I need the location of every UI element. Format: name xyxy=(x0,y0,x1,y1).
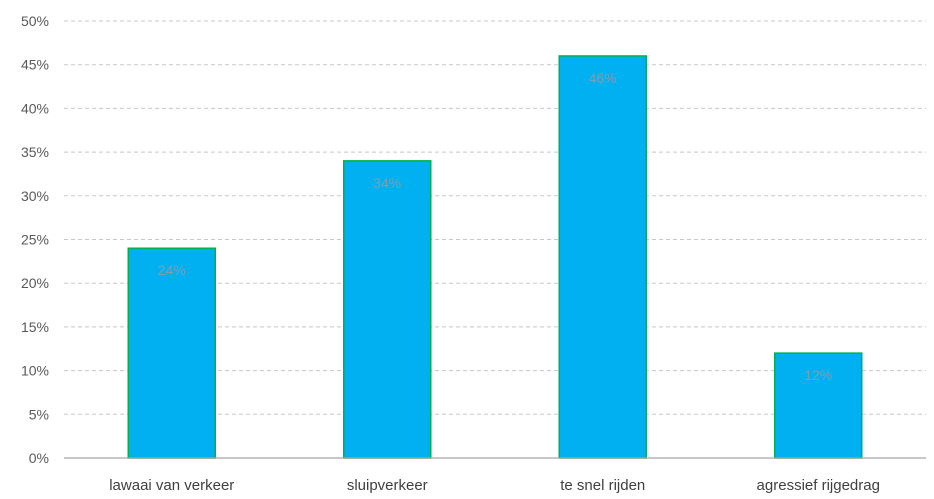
y-tick-label: 5% xyxy=(29,406,49,422)
x-category-label: te snel rijden xyxy=(560,477,645,494)
data-label: 46% xyxy=(589,70,617,86)
bar xyxy=(343,160,432,459)
y-tick-label: 30% xyxy=(21,188,49,204)
bar xyxy=(127,247,216,459)
data-label: 34% xyxy=(373,175,401,191)
y-tick-label: 10% xyxy=(21,363,49,379)
data-labels: 24% 34% 46% 12% xyxy=(158,70,833,383)
y-tick-label: 20% xyxy=(21,275,49,291)
y-tick-label: 50% xyxy=(21,13,49,29)
y-tick-label: 15% xyxy=(21,319,49,335)
y-tick-label: 35% xyxy=(21,144,49,160)
y-tick-label: 40% xyxy=(21,100,49,116)
bar xyxy=(558,55,647,459)
bars xyxy=(127,55,863,459)
x-category-label: sluipverkeer xyxy=(347,477,428,494)
y-tick-label: 0% xyxy=(29,450,49,466)
y-tick-label: 25% xyxy=(21,232,49,248)
x-category-label: lawaai van verkeer xyxy=(109,477,234,494)
y-axis-tick-labels: 0% 5% 10% 15% 20% 25% 30% 35% 40% 45% 50% xyxy=(21,13,49,466)
data-label: 12% xyxy=(804,367,832,383)
x-category-label: agressief rijgedrag xyxy=(757,477,880,494)
bar xyxy=(774,352,863,459)
x-axis-category-labels: lawaai van verkeer sluipverkeer te snel ri… xyxy=(109,477,880,494)
data-label: 24% xyxy=(158,262,186,278)
y-tick-label: 45% xyxy=(21,57,49,73)
